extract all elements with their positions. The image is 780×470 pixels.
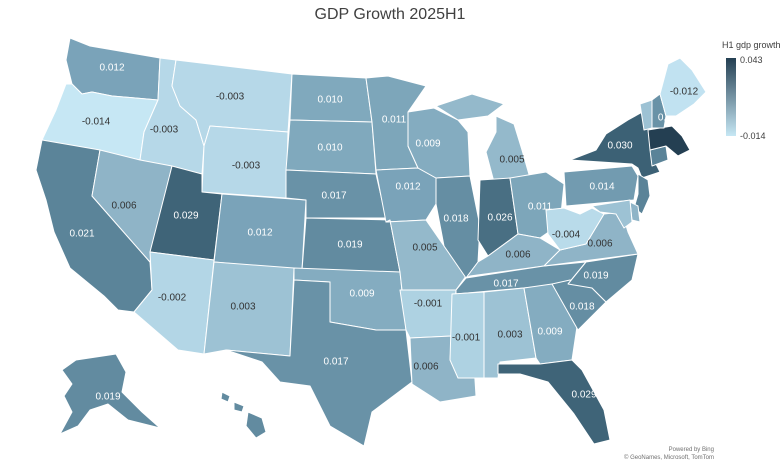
state-massachusetts[interactable]: [647, 125, 691, 157]
label-SC: 0.018: [569, 302, 594, 313]
state-arkansas[interactable]: [399, 289, 457, 339]
label-WA: 0.012: [99, 63, 124, 74]
label-NE: 0.017: [321, 191, 346, 202]
label-AR: -0.001: [414, 299, 443, 310]
credit-powered-by: Powered by Bing: [668, 447, 714, 453]
label-CO: 0.012: [247, 228, 272, 239]
label-TX: 0.017: [323, 357, 348, 368]
label-MI: 0.005: [499, 155, 524, 166]
label-MO: 0.005: [412, 243, 437, 254]
label-WI: 0.009: [415, 139, 440, 150]
label-MS: -0.001: [452, 333, 481, 344]
label-NV: 0.006: [111, 201, 136, 212]
label-WV: -0.004: [552, 230, 581, 241]
label-NH: 0.: [658, 113, 666, 124]
label-LA: 0.006: [413, 362, 438, 373]
label-MT: -0.003: [216, 92, 245, 103]
label-OR: -0.014: [82, 117, 111, 128]
label-SD: 0.010: [317, 143, 342, 154]
label-IA: 0.012: [395, 182, 420, 193]
map-title: GDP Growth 2025H1: [314, 6, 466, 23]
label-KY: 0.006: [505, 250, 530, 261]
label-AL: 0.003: [497, 330, 522, 341]
label-FL: 0.029: [571, 390, 596, 401]
map-credits: Powered by Bing © GeoNames, Microsoft, T…: [624, 446, 714, 462]
state-maine[interactable]: [659, 57, 707, 117]
legend-min-value: -0.014: [740, 131, 766, 141]
label-PA: 0.014: [589, 182, 614, 193]
state-north-carolina[interactable]: [567, 253, 639, 303]
state-alaska[interactable]: [59, 353, 161, 435]
label-OH: 0.011: [528, 202, 553, 213]
label-MN: 0.011: [382, 115, 407, 126]
state-west-virginia[interactable]: [545, 207, 605, 251]
legend-title: H1 gdp growth: [722, 40, 780, 50]
state-wyoming[interactable]: [201, 125, 289, 199]
label-IL: 0.018: [443, 214, 468, 225]
state-new-hampshire[interactable]: [651, 93, 667, 129]
state-iowa[interactable]: [375, 167, 437, 223]
state-hawaii[interactable]: [220, 391, 267, 439]
label-CA: 0.021: [69, 229, 94, 240]
legend-max-value: 0.043: [740, 55, 763, 65]
label-WY: -0.003: [232, 161, 261, 172]
state-new-jersey[interactable]: [633, 173, 651, 215]
label-NY: 0.030: [607, 141, 632, 152]
state-texas[interactable]: [225, 279, 413, 447]
state-mississippi[interactable]: [449, 291, 485, 379]
label-AZ: -0.002: [158, 293, 187, 304]
label-AK: 0.019: [95, 392, 120, 403]
state-maryland[interactable]: [591, 199, 633, 229]
legend-color-scale: [726, 58, 736, 136]
label-NM: 0.003: [230, 302, 255, 313]
state-value-labels: 0.012 -0.014 0.021 -0.003 0.006 -0.003 -…: [69, 63, 698, 403]
state-pennsylvania[interactable]: [563, 165, 639, 207]
credit-attribution: © GeoNames, Microsoft, TomTom: [624, 455, 714, 461]
label-OK: 0.009: [349, 289, 374, 300]
label-UT: 0.029: [173, 211, 198, 222]
label-GA: 0.009: [537, 327, 562, 338]
label-ID: -0.003: [150, 125, 179, 136]
label-VA: 0.006: [587, 239, 612, 250]
label-ME: -0.012: [670, 87, 699, 98]
state-florida[interactable]: [497, 359, 611, 445]
label-TN: 0.017: [493, 279, 518, 290]
label-KS: 0.019: [337, 240, 362, 251]
label-NC: 0.019: [583, 271, 608, 282]
label-IN: 0.026: [487, 213, 512, 224]
label-ND: 0.010: [317, 95, 342, 106]
